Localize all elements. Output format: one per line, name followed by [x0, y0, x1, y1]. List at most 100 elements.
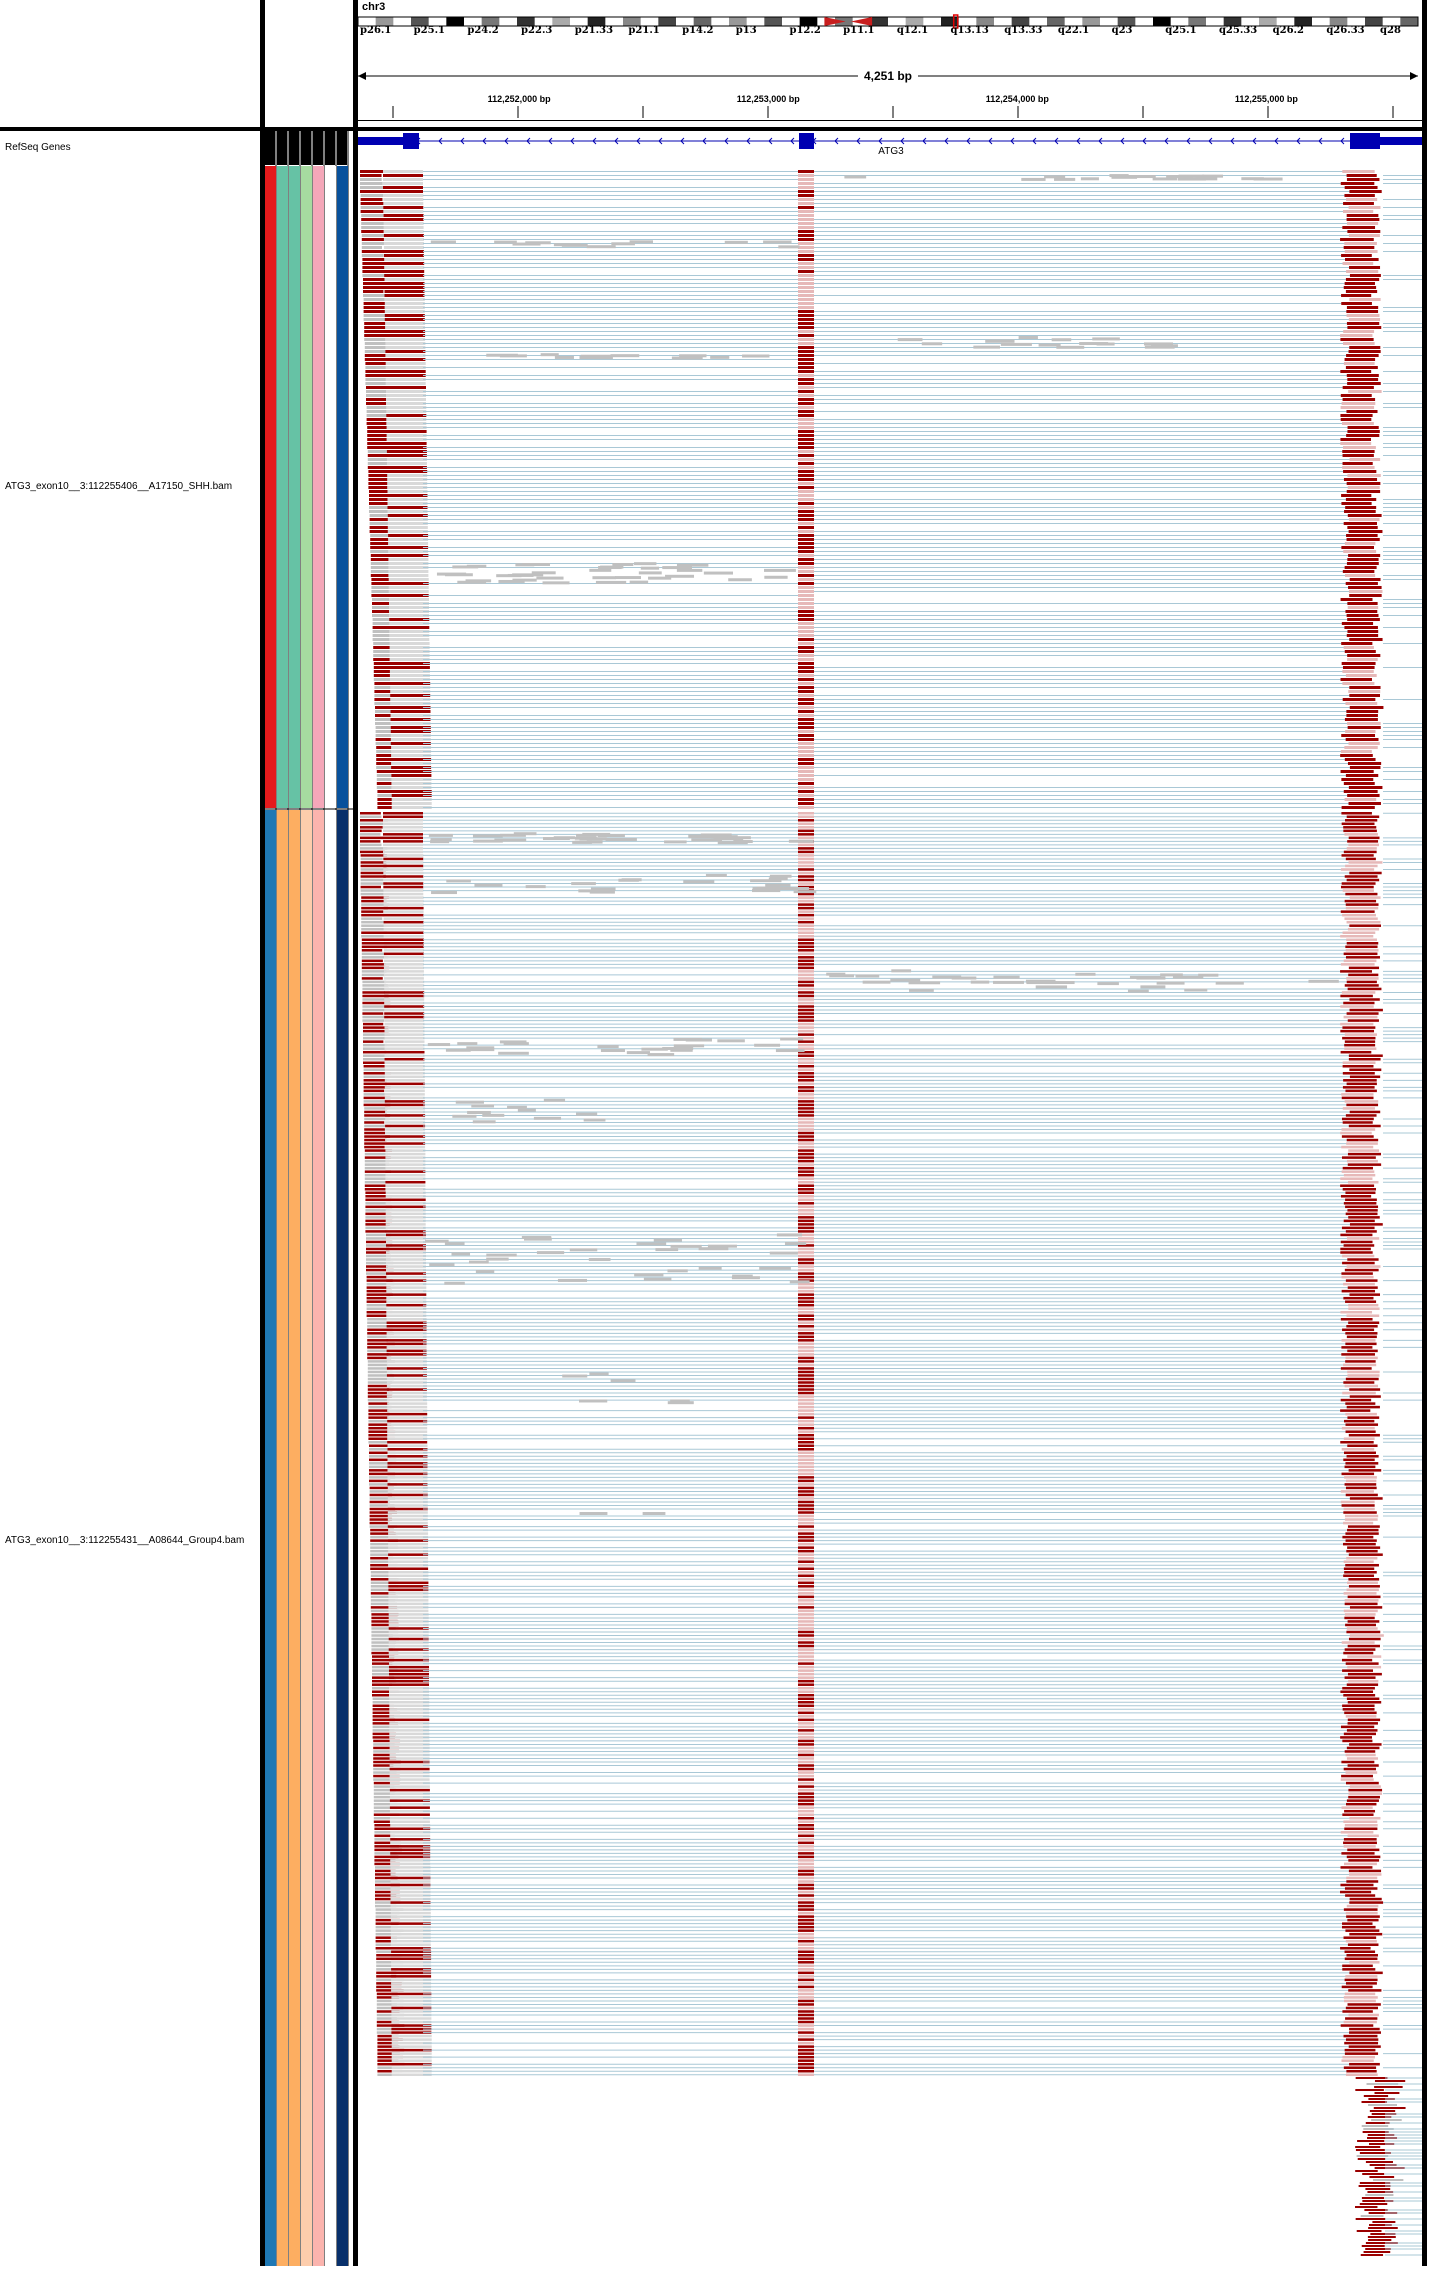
- read-exon1: [383, 934, 424, 938]
- read-exon2: [798, 998, 814, 1001]
- read-exon2: [798, 847, 814, 850]
- read-exon3: [1347, 1152, 1382, 1156]
- read-exon1: [388, 538, 429, 541]
- read-left-segment: [360, 206, 385, 209]
- read-exon1: [385, 1191, 426, 1195]
- read-exon3: [1349, 1388, 1381, 1391]
- intronic-read: [592, 576, 616, 580]
- bam1-track-name[interactable]: ATG3_exon10__3:112255406__A17150_SHH.bam: [5, 481, 233, 492]
- read-exon2: [798, 1693, 814, 1697]
- read-left-segment: [373, 1746, 400, 1750]
- read-exon2: [798, 1177, 814, 1180]
- read-exon2: [798, 650, 814, 653]
- read-exon3: [1343, 959, 1377, 963]
- strand-arrow: [1340, 137, 1345, 145]
- read-exon2: [798, 1057, 814, 1061]
- read-exon1: [384, 286, 425, 289]
- read-left-segment: [364, 1180, 392, 1184]
- intronic-read: [731, 836, 751, 840]
- intronic-read: [951, 976, 977, 980]
- read-exon2: [798, 1521, 814, 1525]
- read-exon2: [798, 1936, 814, 1939]
- read-left-segment: [368, 1402, 389, 1405]
- band-label: p13: [735, 25, 757, 36]
- read-exon2: [798, 1433, 814, 1437]
- read-exon3: [1345, 1623, 1376, 1627]
- intronic-read: [634, 1273, 664, 1277]
- read-exon2: [798, 266, 814, 269]
- read-exon3: [1345, 366, 1378, 369]
- read-exon1: [389, 1785, 430, 1788]
- read-left-segment: [374, 1855, 399, 1859]
- read-exon2: [798, 1852, 814, 1855]
- read-exon2: [798, 1620, 814, 1623]
- read-left-segment: [361, 977, 383, 980]
- read-exon1: [383, 931, 424, 934]
- read-exon2: [798, 1388, 814, 1391]
- gene-name[interactable]: ATG3: [878, 146, 904, 157]
- read-exon3: [1342, 670, 1374, 673]
- bam2-alignments[interactable]: [355, 812, 1422, 2266]
- attribute-header-cell: [337, 131, 347, 165]
- read-exon3: [1346, 710, 1379, 713]
- read-exon1: [391, 746, 432, 749]
- read-exon1: [387, 1426, 428, 1430]
- read-exon1: [386, 1289, 427, 1293]
- read-exon3: [1342, 666, 1375, 669]
- read-exon3: [1343, 342, 1375, 345]
- read-exon1: [389, 1767, 430, 1771]
- read-left-segment: [360, 822, 385, 826]
- read-exon3: [1346, 1265, 1381, 1268]
- name-panel-divider[interactable]: [260, 0, 265, 2266]
- strand-arrow: [1120, 137, 1125, 145]
- read-left-segment: [364, 1187, 390, 1191]
- read-left-segment: [362, 1012, 384, 1015]
- read-exon1: [390, 726, 431, 729]
- read-exon2: [798, 746, 814, 749]
- read-exon3: [1346, 1325, 1378, 1328]
- read-left-segment: [366, 1258, 391, 1261]
- read-exon3: [1346, 314, 1380, 317]
- read-exon2: [798, 258, 814, 261]
- read-exon1: [391, 1964, 432, 1968]
- read-exon1: [386, 1272, 426, 1275]
- read-left-segment: [376, 750, 402, 753]
- ideogram-band: [1329, 17, 1348, 26]
- read-left-segment: [363, 286, 385, 289]
- attribute-columns[interactable]: [262, 0, 355, 2266]
- read-exon1: [387, 1402, 428, 1405]
- read-exon1: [388, 1535, 429, 1539]
- read-exon2: [798, 2073, 814, 2076]
- read-exon3: [1342, 1061, 1376, 1064]
- read-exon3: [1367, 2116, 1392, 2118]
- attribute-cell: [289, 166, 300, 808]
- bam1-alignments[interactable]: [355, 170, 1422, 810]
- read-exon2: [798, 1795, 814, 1799]
- read-exon3: [1345, 1781, 1379, 1785]
- read-exon2: [798, 920, 814, 924]
- intronic-read: [572, 840, 592, 844]
- read-exon1: [389, 1809, 430, 1813]
- read-exon1: [388, 1634, 429, 1637]
- read-exon2: [798, 386, 814, 389]
- read-exon1: [391, 2031, 432, 2034]
- read-exon3: [1340, 1831, 1374, 1834]
- bam2-track-name[interactable]: ATG3_exon10__3:112255431__A08644_Group4.…: [5, 1535, 245, 1546]
- read-exon3: [1344, 542, 1376, 545]
- read-left-segment: [360, 878, 384, 882]
- ideogram-band: [499, 17, 518, 26]
- chromosome-ideogram[interactable]: [355, 14, 1422, 42]
- read-left-segment: [372, 634, 398, 637]
- intronic-read: [466, 1046, 495, 1050]
- read-left-segment: [370, 1595, 398, 1599]
- refseq-track-name[interactable]: RefSeq Genes: [5, 142, 71, 153]
- read-left-segment: [372, 622, 401, 625]
- ideogram-band: [1117, 17, 1136, 26]
- read-exon1: [391, 2003, 432, 2006]
- refseq-gene-track[interactable]: [355, 132, 1422, 154]
- attribute-panel-divider[interactable]: [353, 0, 358, 2266]
- read-exon2: [798, 1367, 814, 1370]
- read-left-segment: [363, 1036, 385, 1040]
- read-left-segment: [362, 994, 389, 998]
- read-exon1: [388, 590, 429, 593]
